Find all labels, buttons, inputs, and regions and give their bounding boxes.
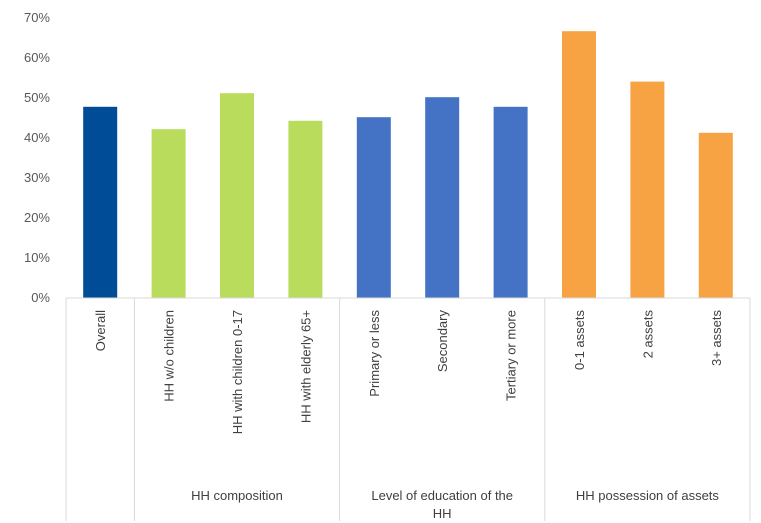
bar	[630, 81, 665, 298]
bar	[425, 97, 460, 298]
group-label: HH possession of assets	[576, 488, 720, 503]
bar	[220, 93, 254, 298]
y-tick-label: 60%	[24, 50, 50, 65]
category-labels: Overall HH w/o children HH with children 0…	[93, 310, 724, 435]
category-label: Overall	[93, 310, 108, 351]
category-label: Tertiary or more	[504, 310, 519, 401]
bars	[83, 31, 733, 298]
y-tick-label: 20%	[24, 210, 50, 225]
bar	[288, 120, 323, 298]
bar	[562, 31, 596, 298]
y-tick-label: 70%	[24, 10, 50, 25]
y-tick-label: 10%	[24, 250, 50, 265]
category-label: HH with elderly 65+	[298, 310, 313, 423]
group-label: HH composition	[191, 488, 283, 503]
y-axis-tick-labels: 0% 10% 20% 30% 40% 50% 60% 70%	[24, 10, 50, 305]
y-tick-label: 0%	[31, 290, 50, 305]
bar	[83, 106, 118, 298]
group-labels: HH composition Level of education of the H…	[191, 488, 719, 521]
category-label: HH with children 0-17	[230, 310, 245, 434]
bar	[698, 132, 733, 298]
category-label: 0-1 assets	[572, 310, 587, 370]
category-axis-lines	[65, 297, 751, 521]
group-label-line: HH	[433, 506, 452, 521]
category-label: 2 assets	[640, 310, 655, 359]
bar	[493, 106, 528, 298]
category-label: HH w/o children	[162, 310, 177, 402]
category-label: Primary or less	[367, 310, 382, 397]
category-label: Secondary	[435, 310, 450, 373]
category-label: 3+ assets	[709, 310, 724, 367]
y-tick-label: 50%	[24, 90, 50, 105]
y-tick-label: 40%	[24, 130, 50, 145]
group-label-line: Level of education of the	[371, 488, 513, 503]
bar	[151, 129, 186, 298]
bar	[356, 117, 391, 298]
y-tick-label: 30%	[24, 170, 50, 185]
